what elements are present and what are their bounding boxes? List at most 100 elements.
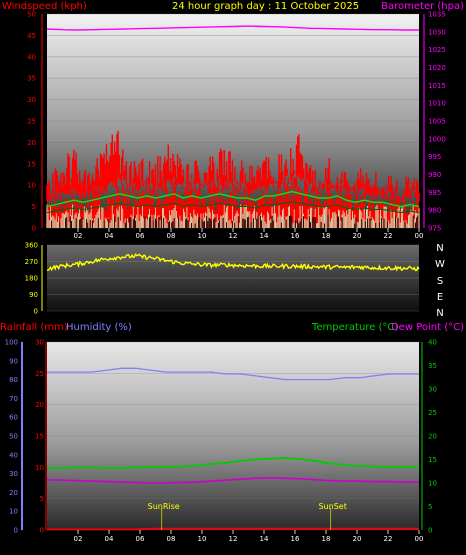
humidity-tick-label: 100 <box>5 339 18 347</box>
humidity-tick-label: 60 <box>9 414 18 422</box>
temperature-x-tick-label: 18 <box>322 535 331 543</box>
rainfall-tick-label: 5 <box>40 495 44 503</box>
barometer-tick-label: 990 <box>428 171 441 179</box>
rainfall-tick-label: 30 <box>35 339 44 347</box>
dewpoint-axis-title: Dew Point (°C) <box>391 322 464 333</box>
windspeed-tick-label: 35 <box>27 75 36 83</box>
temperature-tick-label: 0 <box>428 527 432 535</box>
temperature-axis: 0 5 10 15 20 25 30 35 40 <box>421 339 437 535</box>
windspeed-tick-label: 50 <box>27 11 36 19</box>
windspeed-tick-label: 25 <box>27 118 36 126</box>
humidity-line <box>47 367 419 381</box>
barometer-tick-label: 1000 <box>428 135 446 143</box>
rainfall-tick-label: 15 <box>35 433 44 441</box>
humidity-tick-label: 10 <box>9 508 18 516</box>
temperature-tick-label: 35 <box>428 362 437 370</box>
wind-direction-line <box>46 253 420 272</box>
windspeed-tick-label: 15 <box>27 160 36 168</box>
compass-label: N <box>436 308 443 319</box>
direction-series <box>46 253 420 272</box>
temperature-x-tick-label: 10 <box>198 535 207 543</box>
wind-x-tick-label: 00 <box>415 232 424 240</box>
graph-title: 24 hour graph day : 11 October 2025 <box>172 1 359 12</box>
wind-x-tick-label: 12 <box>229 232 238 240</box>
humidity-tick-label: 30 <box>9 470 18 478</box>
rainfall-line <box>47 527 419 531</box>
direction-tick-label: 0 <box>34 308 38 316</box>
windspeed-tick-label: 40 <box>27 53 36 61</box>
windspeed-tick-label: 20 <box>27 139 36 147</box>
barometer-tick-label: 1010 <box>428 100 446 108</box>
rainfall-axis-title: Rainfall (mm) <box>0 322 68 333</box>
wind-x-tick-label: 14 <box>260 232 269 240</box>
barometer-tick-label: 1030 <box>428 28 446 36</box>
compass-label: N <box>436 243 443 254</box>
direction-tick-label: 90 <box>29 291 38 299</box>
barometer-tick-label: 1005 <box>428 118 446 126</box>
humidity-tick-label: 90 <box>9 357 18 365</box>
windspeed-tick-label: 0 <box>32 225 36 233</box>
temperature-x-tick-label: 20 <box>353 535 362 543</box>
direction-chart-gridlines <box>47 244 419 312</box>
compass-label: E <box>437 292 443 303</box>
barometer-tick-label: 980 <box>428 207 441 215</box>
wind-x-tick-label: 08 <box>167 232 176 240</box>
wind-chart-x-axis: 02 04 06 08 10 12 14 16 18 20 22 00 <box>74 228 424 240</box>
humidity-tick-label: 0 <box>14 527 18 535</box>
temperature-x-tick-label: 04 <box>105 535 114 543</box>
sun-event-label: SunRise <box>148 502 180 511</box>
wind-chart-series <box>46 25 420 228</box>
windspeed-tick-label: 5 <box>32 203 36 211</box>
wind-x-tick-label: 20 <box>353 232 362 240</box>
temperature-x-tick-label: 08 <box>167 535 176 543</box>
humidity-tick-label: 70 <box>9 395 18 403</box>
rainfall-tick-label: 10 <box>35 464 44 472</box>
sun-event-label: SunSet <box>318 502 346 511</box>
barometer-tick-label: 1035 <box>428 11 446 19</box>
humidity-tick-label: 80 <box>9 376 18 384</box>
temperature-tick-label: 5 <box>428 503 432 511</box>
temperature-tick-label: 40 <box>428 339 437 347</box>
temperature-tick-label: 30 <box>428 386 437 394</box>
direction-tick-label: 270 <box>25 258 38 266</box>
temperature-line <box>47 457 419 469</box>
windspeed-tick-label: 30 <box>27 96 36 104</box>
barometer-tick-label: 1020 <box>428 64 446 72</box>
barometer-tick-label: 985 <box>428 189 441 197</box>
temperature-x-tick-label: 02 <box>74 535 83 543</box>
humidity-axis: 0 10 20 30 40 50 60 70 80 90 100 <box>5 339 23 535</box>
direction-tick-label: 180 <box>25 275 38 283</box>
gust-average-line <box>46 190 420 208</box>
barometer-axis-title: Barometer (hpa) <box>381 1 464 12</box>
wind-x-tick-label: 06 <box>136 232 145 240</box>
temperature-x-tick-label: 22 <box>384 535 393 543</box>
humidity-tick-label: 20 <box>9 489 18 497</box>
wind-x-tick-label: 22 <box>384 232 393 240</box>
temperature-tick-label: 25 <box>428 409 437 417</box>
temperature-chart-series: SunRise SunSet <box>47 367 419 531</box>
barometer-axis: 975 980 985 990 995 1000 1005 1010 1015 1020 1025 1… <box>423 11 446 233</box>
compass-label: W <box>435 259 445 270</box>
wind-x-tick-label: 10 <box>198 232 207 240</box>
temperature-chart-x-axis: 02 04 06 08 10 12 14 16 18 20 22 00 <box>74 530 424 543</box>
barometer-tick-label: 1015 <box>428 82 446 90</box>
barometer-tick-label: 1025 <box>428 46 446 54</box>
temperature-tick-label: 15 <box>428 456 437 464</box>
humidity-tick-label: 40 <box>9 451 18 459</box>
wind-x-tick-label: 02 <box>74 232 83 240</box>
humidity-tick-label: 50 <box>9 433 18 441</box>
windspeed-axis: 0 5 10 15 20 25 30 35 40 45 50 <box>27 11 43 233</box>
wind-x-tick-label: 04 <box>105 232 114 240</box>
temperature-x-tick-label: 16 <box>291 535 300 543</box>
compass-label: S <box>437 276 443 287</box>
temperature-x-tick-label: 00 <box>415 535 424 543</box>
windspeed-tick-label: 45 <box>27 32 36 40</box>
temperature-tick-label: 10 <box>428 480 437 488</box>
rainfall-tick-label: 25 <box>35 370 44 378</box>
barometer-tick-label: 995 <box>428 153 441 161</box>
direction-tick-label: 360 <box>25 242 38 250</box>
wind-x-tick-label: 16 <box>291 232 300 240</box>
rainfall-tick-label: 20 <box>35 401 44 409</box>
